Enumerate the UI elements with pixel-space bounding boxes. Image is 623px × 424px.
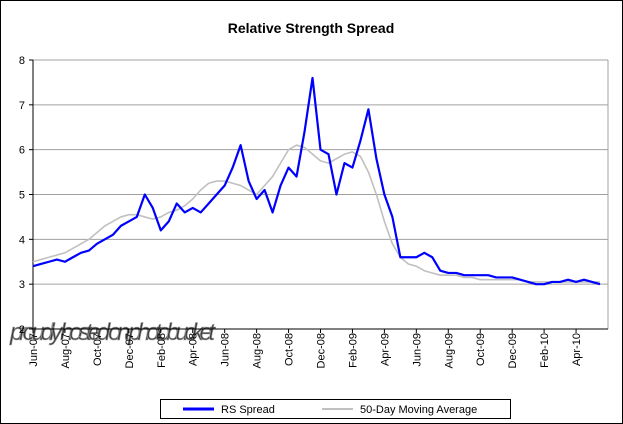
x-tick-label: Feb-10 [539, 333, 551, 368]
series-line [32, 144, 601, 283]
legend-label: RS Spread [221, 404, 275, 416]
legend-label: 50-Day Moving Average [360, 404, 477, 416]
chart-title: Relative Strength Spread [228, 20, 395, 36]
x-tick-label: Apr-09 [379, 333, 391, 366]
x-tick-label: Oct-07 [92, 333, 104, 366]
x-tick-label: Feb-09 [347, 333, 359, 368]
y-tick-label: 5 [19, 190, 25, 202]
x-tick-label: Dec-08 [316, 333, 328, 368]
y-tick-label: 6 [19, 145, 25, 157]
watermark: proudly hosted on photobucket [9, 319, 216, 346]
x-tick-label: Apr-10 [571, 333, 583, 366]
series-line [32, 76, 601, 286]
x-tick-label: Dec-09 [507, 333, 519, 368]
x-tick-label: Apr-08 [188, 333, 200, 366]
x-tick-label: Aug-09 [443, 333, 455, 368]
legend: RS Spread 50-Day Moving Average [160, 399, 511, 419]
x-tick-label: Aug-08 [252, 333, 264, 368]
y-tick-label: 3 [19, 279, 25, 291]
x-tick-label: Dec-07 [124, 333, 136, 368]
x-tick-label: Oct-09 [475, 333, 487, 366]
x-tick-label: Oct-08 [284, 333, 296, 366]
y-tick-label: 7 [19, 100, 25, 112]
x-tick-label: Jun-09 [411, 333, 423, 367]
x-tick-label: Feb-08 [156, 333, 168, 368]
y-tick-label: 4 [19, 234, 25, 246]
x-tick-label: Jun-07 [28, 333, 40, 367]
x-tick-label: Aug-07 [60, 333, 72, 368]
y-tick-label: 2 [19, 324, 25, 336]
x-tick-label: Jun-08 [220, 333, 232, 367]
y-tick-label: 8 [19, 55, 25, 67]
